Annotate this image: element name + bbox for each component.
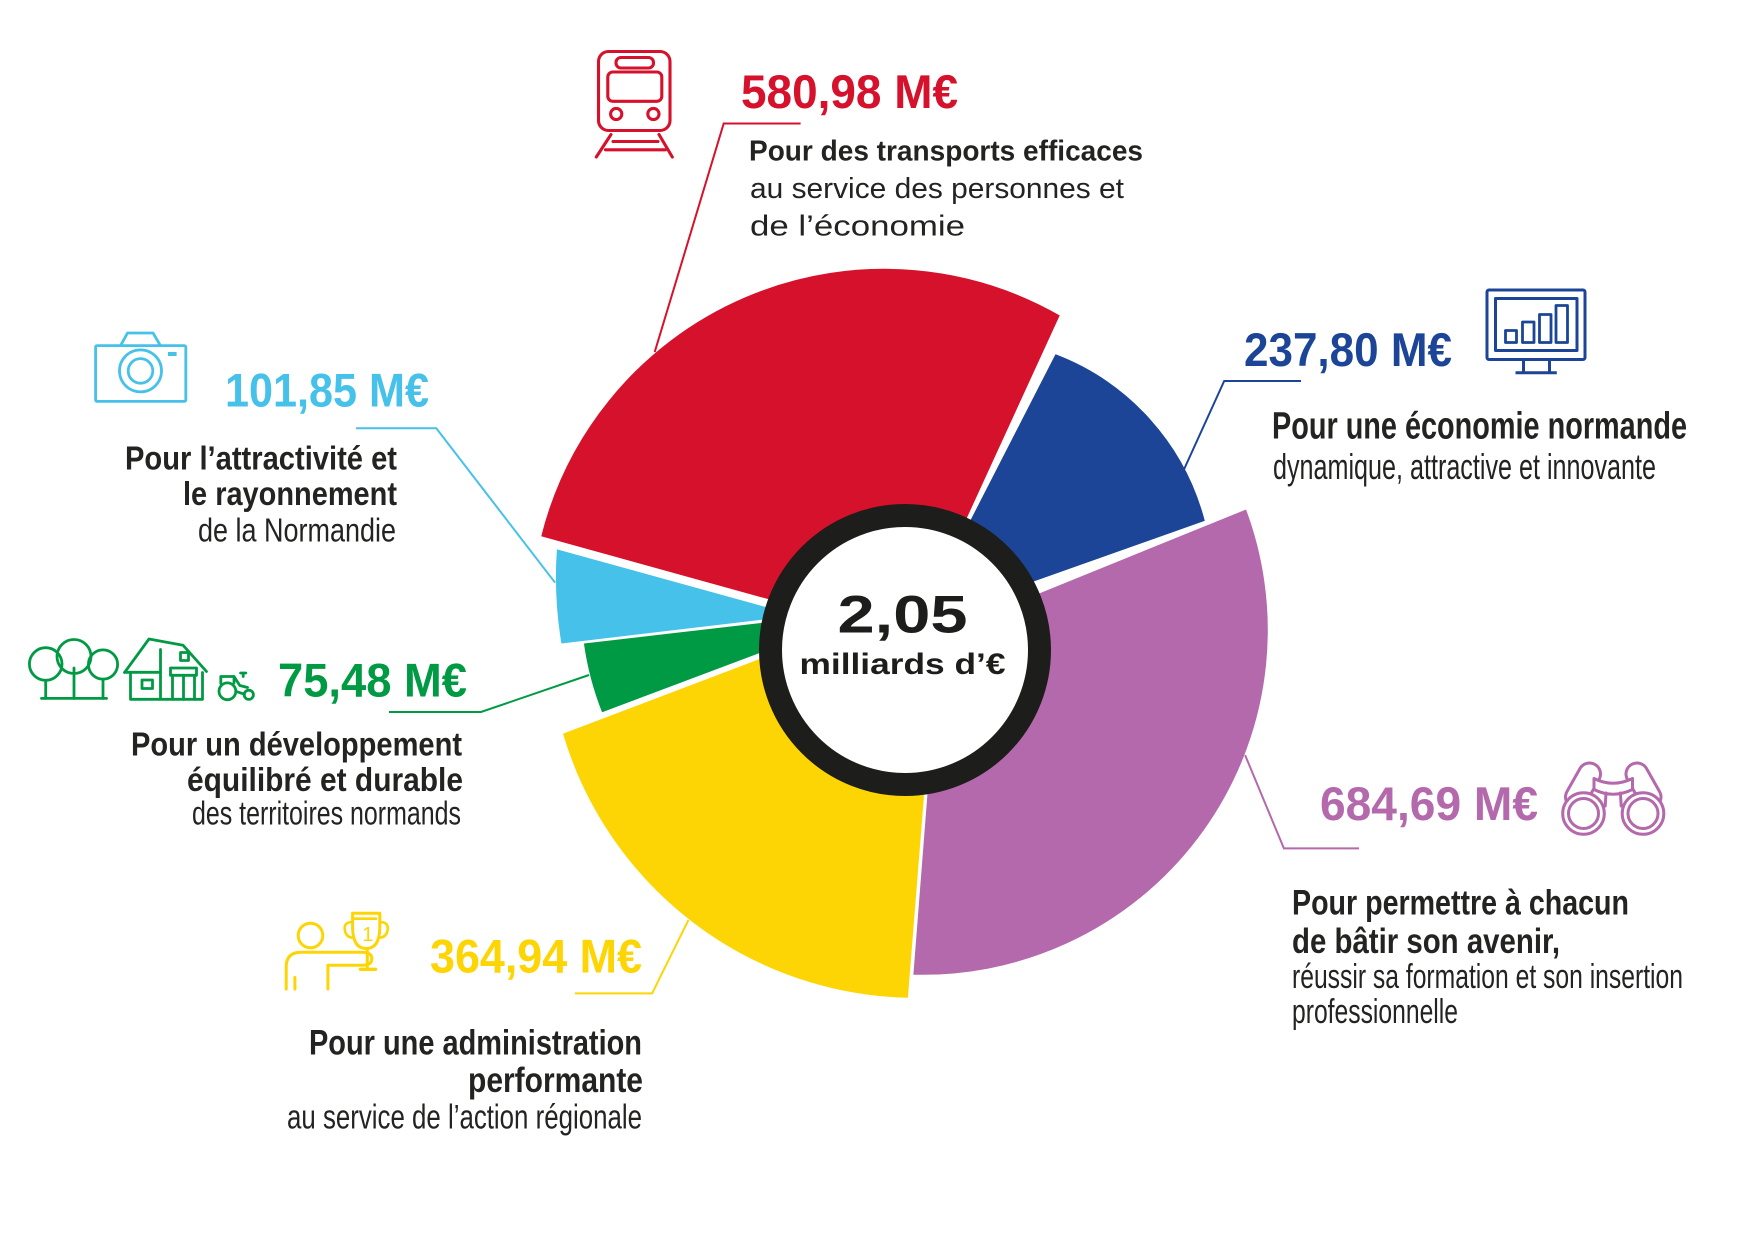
svg-text:Pour des transports efficaces: Pour des transports efficaces	[749, 136, 1143, 168]
svg-text:au service de l’action régiona: au service de l’action régionale	[287, 1099, 642, 1137]
svg-text:le rayonnement: le rayonnement	[183, 475, 397, 512]
svg-text:Pour une économie normande: Pour une économie normande	[1272, 406, 1687, 448]
svg-text:de l’économie: de l’économie	[750, 211, 965, 243]
svg-text:Pour l’attractivité et: Pour l’attractivité et	[125, 440, 397, 477]
svg-text:2,05: 2,05	[838, 586, 968, 645]
svg-text:580,98 M€: 580,98 M€	[741, 65, 958, 118]
svg-text:performante: performante	[468, 1061, 643, 1100]
svg-text:Pour permettre à chacun: Pour permettre à chacun	[1292, 884, 1629, 923]
svg-text:milliards d’€: milliards d’€	[800, 648, 1006, 681]
svg-text:684,69 M€: 684,69 M€	[1320, 777, 1538, 830]
svg-text:de bâtir son avenir,: de bâtir son avenir,	[1292, 922, 1560, 961]
svg-text:75,48 M€: 75,48 M€	[278, 654, 467, 707]
svg-text:101,85 M€: 101,85 M€	[225, 364, 429, 417]
svg-text:237,80 M€: 237,80 M€	[1244, 323, 1452, 376]
svg-text:des territoires normands: des territoires normands	[192, 795, 461, 832]
svg-text:au service des personnes et: au service des personnes et	[750, 173, 1124, 205]
svg-text:1: 1	[362, 924, 373, 946]
svg-text:Pour une administration: Pour une administration	[309, 1024, 642, 1063]
svg-text:dynamique, attractive et innov: dynamique, attractive et innovante	[1273, 446, 1656, 487]
svg-text:équilibré et durable: équilibré et durable	[187, 761, 463, 798]
svg-text:réussir sa formation et son in: réussir sa formation et son insertion	[1292, 958, 1683, 996]
svg-text:364,94 M€: 364,94 M€	[430, 930, 642, 983]
svg-text:de la Normandie: de la Normandie	[198, 512, 396, 549]
svg-text:professionnelle: professionnelle	[1292, 993, 1458, 1031]
svg-text:Pour un développement: Pour un développement	[131, 725, 462, 762]
